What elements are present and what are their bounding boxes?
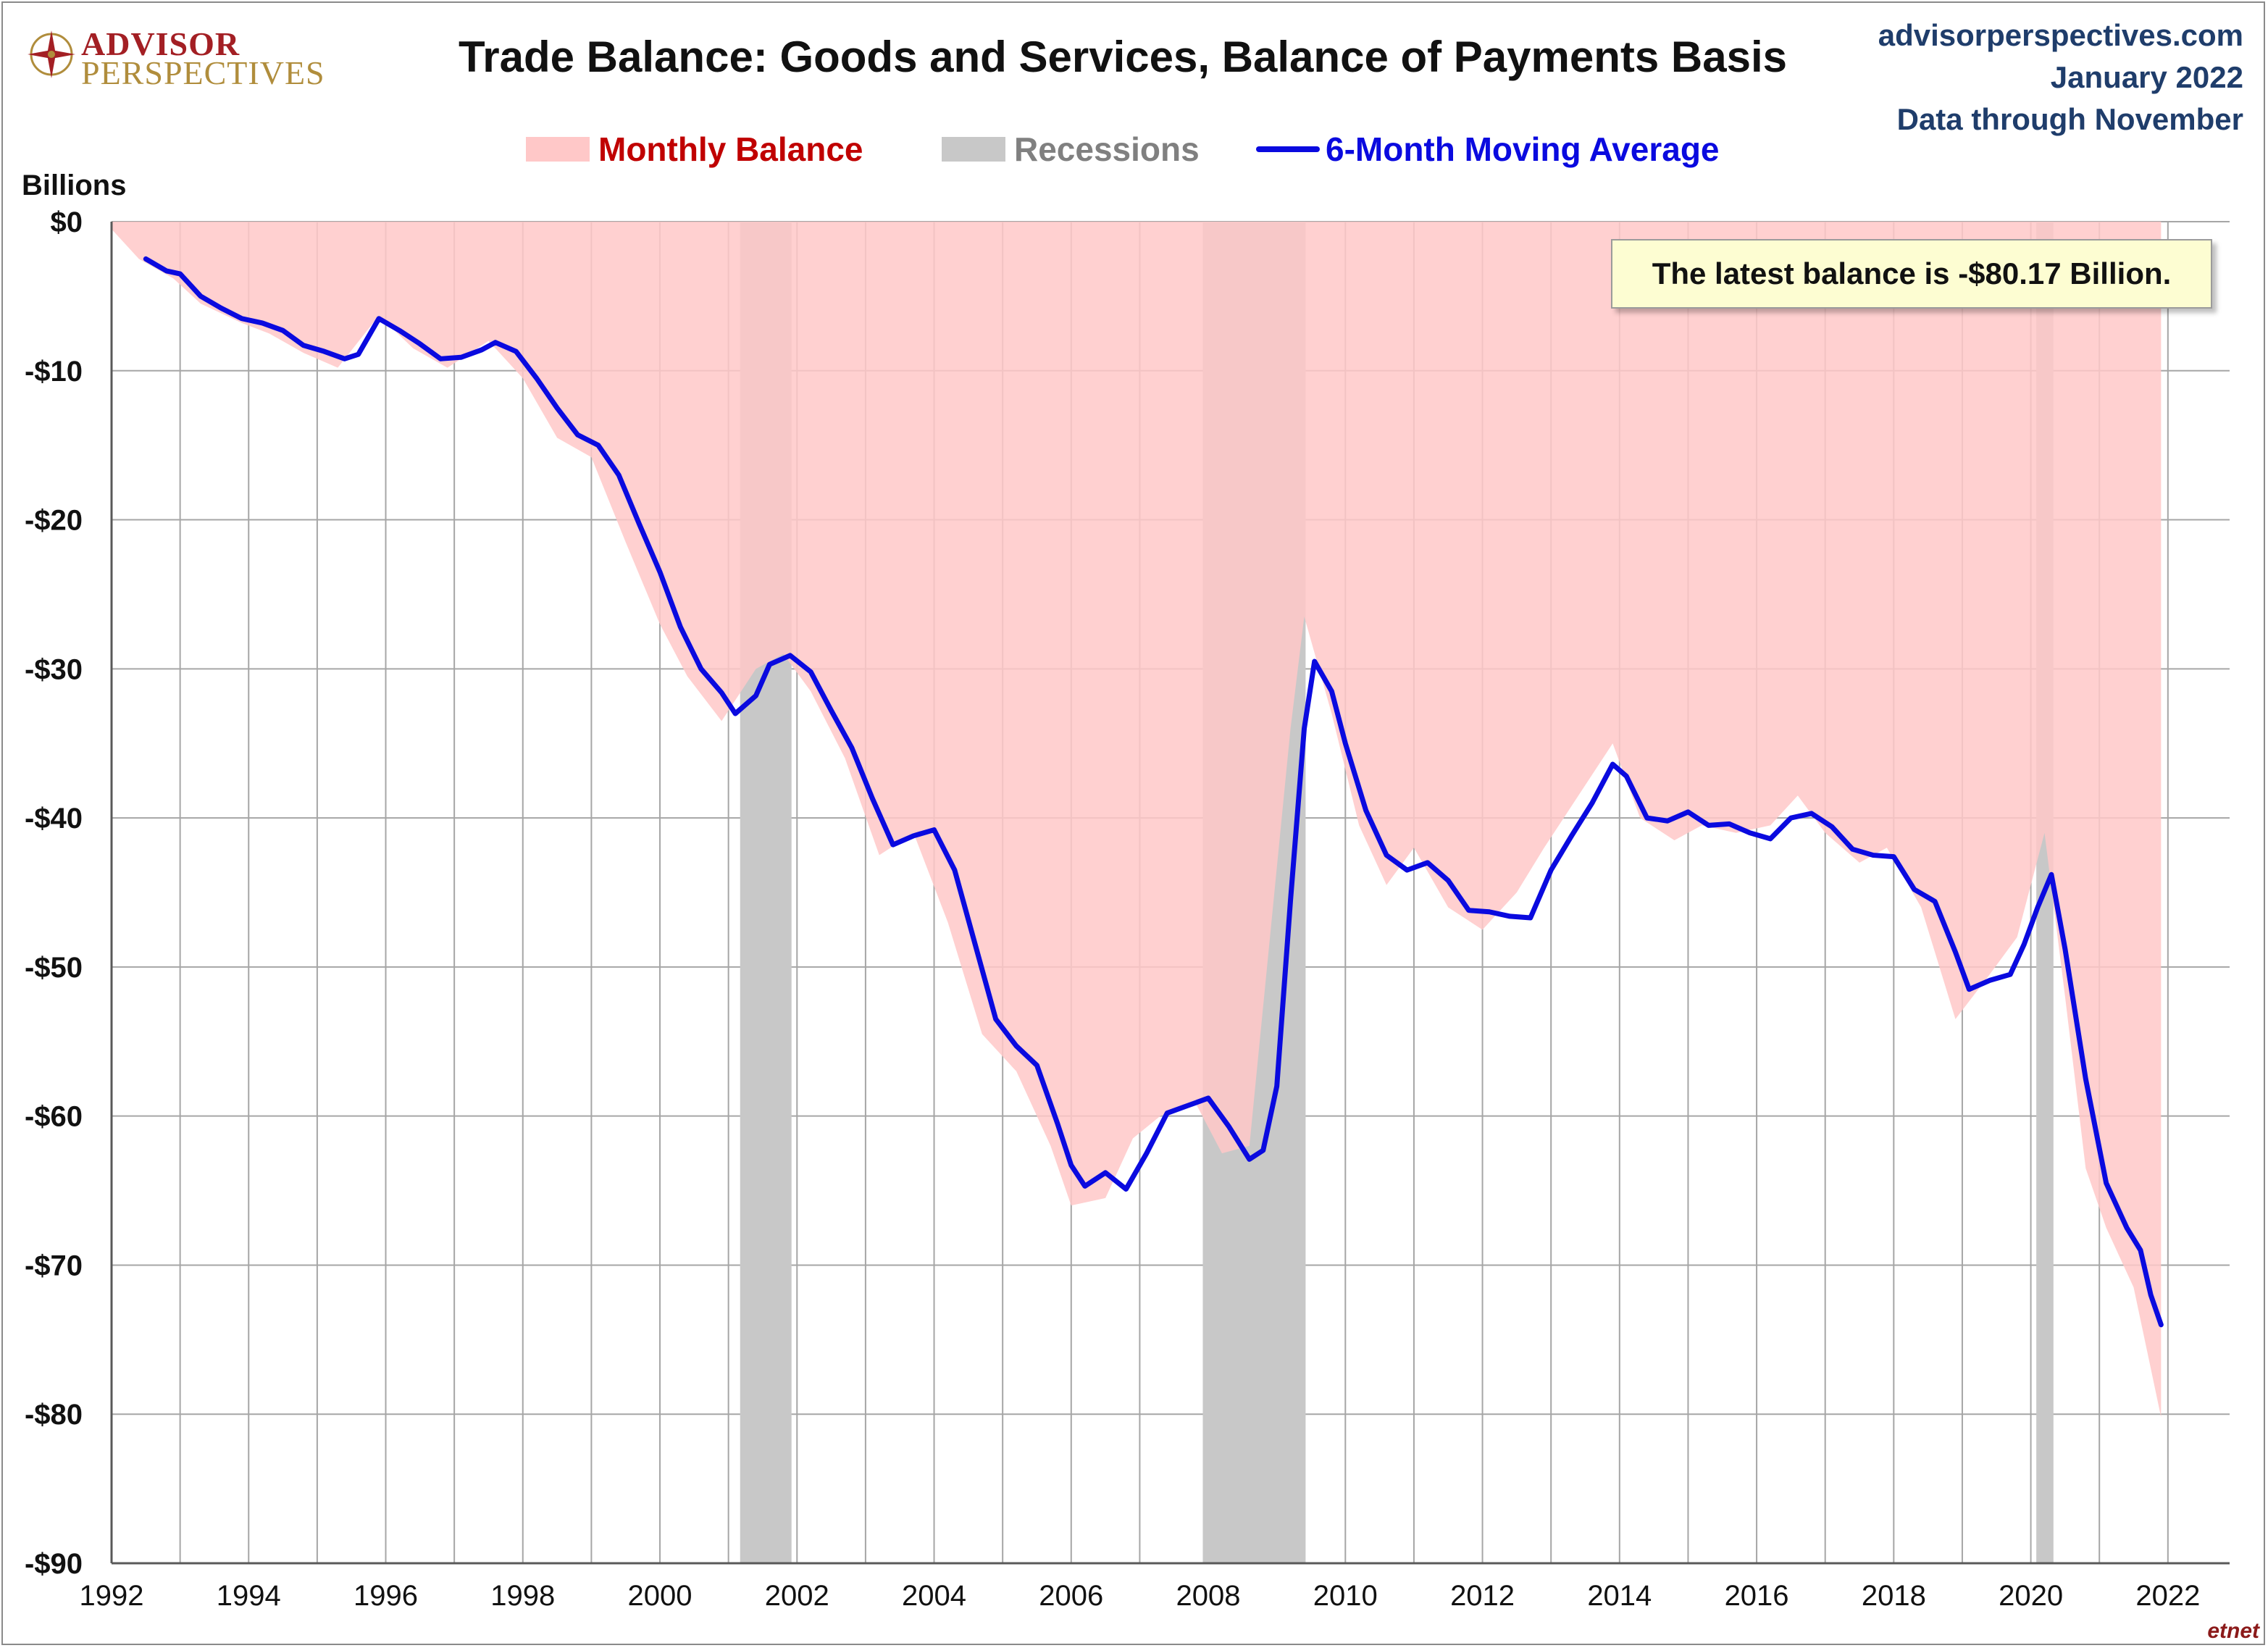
legend-item-moving-average: 6-Month Moving Average	[1256, 129, 1720, 170]
legend-item-monthly: Monthly Balance	[526, 129, 863, 170]
y-tick-label-2: -$20	[25, 505, 83, 537]
y-tick-label-9: -$90	[25, 1548, 83, 1580]
x-tick-label-2012: 2012	[1450, 1580, 1515, 1612]
x-tick-label-1998: 1998	[490, 1580, 555, 1612]
source-site: advisorperspectives.com	[1878, 18, 2243, 52]
x-tick-label-2010: 2010	[1313, 1580, 1378, 1612]
legend-label-monthly: Monthly Balance	[598, 130, 863, 168]
compass-logo-icon	[28, 30, 75, 78]
logo-text-line1: ADVISOR	[81, 25, 240, 62]
x-tick-label-2022: 2022	[2135, 1580, 2200, 1612]
x-tick-label-2016: 2016	[1725, 1580, 1789, 1612]
x-tick-label-1992: 1992	[80, 1580, 144, 1612]
advisor-perspectives-logo: ADVISOR PERSPECTIVES	[26, 25, 330, 91]
chart-title: Trade Balance: Goods and Services, Balan…	[458, 33, 1788, 81]
source-block: advisorperspectives.com January 2022 Dat…	[1878, 14, 2243, 141]
x-tick-label-1996: 1996	[353, 1580, 418, 1612]
x-tick-label-2020: 2020	[1999, 1580, 2063, 1612]
y-tick-label-0: $0	[51, 206, 83, 238]
legend-swatch-monthly	[526, 137, 590, 162]
legend-item-recessions: Recessions	[942, 129, 1200, 170]
source-data-through: Data through November	[1896, 102, 2243, 136]
moving-average-line	[143, 256, 2164, 1328]
legend-label-moving-average: 6-Month Moving Average	[1326, 130, 1720, 168]
y-axis-unit-label: Billions	[22, 170, 127, 201]
x-tick-label-2008: 2008	[1176, 1580, 1241, 1612]
legend-swatch-moving-average	[1256, 146, 1320, 152]
latest-balance-callout: The latest balance is -$80.17 Billion.	[1611, 239, 2212, 309]
y-tick-label-7: -$70	[25, 1250, 83, 1281]
chart-legend: Monthly Balance Recessions 6-Month Movin…	[0, 129, 2268, 170]
y-tick-label-3: -$30	[25, 653, 83, 685]
etnet-watermark: etnet	[2207, 1619, 2259, 1643]
x-tick-label-1994: 1994	[217, 1580, 281, 1612]
y-tick-label-4: -$40	[25, 803, 83, 835]
monthly-balance-area	[112, 222, 2162, 1418]
monthly-area-layer	[112, 222, 2162, 1418]
y-tick-label-8: -$80	[25, 1399, 83, 1431]
x-tick-label-2000: 2000	[628, 1580, 692, 1612]
x-tick-label-2006: 2006	[1039, 1580, 1103, 1612]
y-tick-label-5: -$50	[25, 952, 83, 984]
x-tick-label-2014: 2014	[1587, 1580, 1652, 1612]
legend-swatch-recessions	[942, 137, 1005, 162]
logo-text-line2: PERSPECTIVES	[81, 54, 325, 91]
moving-average-layer	[143, 256, 2164, 1328]
legend-label-recessions: Recessions	[1014, 130, 1200, 168]
source-date: January 2022	[2050, 60, 2243, 94]
x-tick-label-2018: 2018	[1862, 1580, 1926, 1612]
y-tick-label-1: -$10	[25, 356, 83, 388]
axes-layer: $0-$10-$20-$30-$40-$50-$60-$70-$80-$9019…	[25, 206, 2230, 1612]
x-tick-label-2004: 2004	[902, 1580, 966, 1612]
x-tick-label-2002: 2002	[765, 1580, 829, 1612]
y-tick-label-6: -$60	[25, 1101, 83, 1133]
